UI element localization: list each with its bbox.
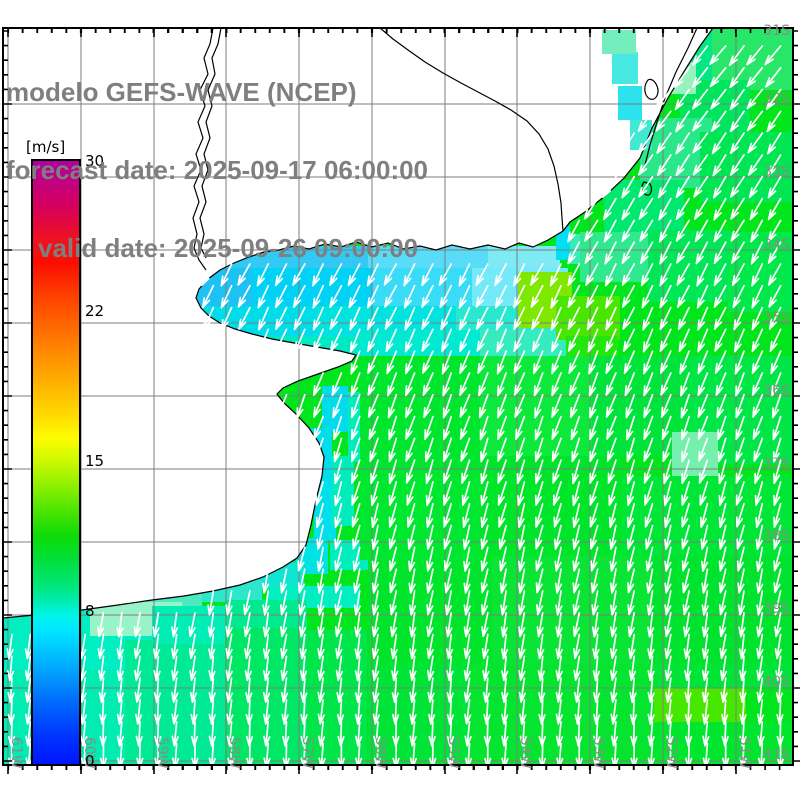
lat-label: 39S (763, 601, 790, 617)
sea-cell (196, 580, 262, 602)
lat-label: 33S (763, 164, 790, 180)
graticule (3, 28, 793, 765)
map-title: modelo GEFS-WAVE (NCEP) forecast date: 2… (6, 27, 428, 313)
lon-label: 58W (226, 737, 242, 769)
arrow-field (6, 45, 785, 765)
sea-cell (368, 246, 488, 268)
lagoon-cells (602, 30, 652, 150)
sea-cell (308, 428, 332, 486)
country-border (379, 28, 564, 232)
colorbar: [m/s] 30 22 15 8 0 (26, 138, 104, 770)
title-valid-line: valid date: 2025-09-26 09:00:00 (38, 233, 419, 263)
direction-arrows (6, 45, 785, 765)
lon-label: 56W (372, 737, 388, 769)
colorbar-tick-label: 8 (85, 602, 95, 620)
colorbar-tick-label: 0 (85, 752, 95, 770)
lon-labels: 61W 60W 59W 58W 57W 56W 55W 54W 53W 52W 51W (8, 737, 752, 769)
colorbar-tick-label: 30 (85, 152, 104, 170)
colorbar-tick-label: 22 (85, 302, 104, 320)
sea-cell (488, 246, 560, 268)
lat-label: 35S (763, 310, 790, 326)
colorbar-tick-label: 15 (85, 452, 104, 470)
lat-labels: 31S 32S 33S 34S 35S 36S 37S 38S 39S 40S 41S (763, 23, 790, 763)
lon-label: 59W (154, 737, 170, 769)
lat-label: 31S (763, 23, 790, 39)
lat-label: 40S (763, 674, 790, 690)
title-forecast-line: forecast date: 2025-09-17 06:00:00 (6, 155, 429, 185)
lon-label: 52W (663, 737, 679, 769)
colorbar-unit: [m/s] (26, 138, 65, 156)
lon-label: 61W (8, 737, 24, 769)
lon-label: 53W (590, 737, 606, 769)
lon-label: 60W (81, 737, 97, 769)
lon-label: 54W (517, 737, 533, 769)
lagoon-cell (618, 86, 642, 120)
uruguay-river-west-bank (192, 28, 214, 271)
uruguay-river-east-bank (199, 28, 222, 259)
sea-cell (322, 386, 348, 432)
sea-cell (480, 456, 622, 556)
lat-label: 37S (763, 456, 790, 472)
lat-label: 41S (763, 747, 790, 763)
sea-cell (556, 226, 570, 260)
lat-label: 38S (763, 528, 790, 544)
sea-cell (332, 456, 354, 526)
sea-cell (360, 468, 480, 560)
colorbar-gradient (31, 159, 81, 766)
title-model-line: modelo GEFS-WAVE (NCEP) (6, 77, 357, 107)
lagoon-outline (644, 78, 659, 100)
tick-marks (3, 28, 800, 774)
lon-label: 55W (445, 737, 461, 769)
lon-label: 51W (736, 737, 752, 769)
coastline (3, 28, 714, 619)
sea-cell (252, 268, 372, 306)
lat-label: 36S (763, 383, 790, 399)
lat-label: 34S (763, 237, 790, 253)
lagoon-cell (602, 30, 636, 54)
lat-label: 32S (763, 91, 790, 107)
lon-label: 57W (299, 737, 315, 769)
lagoon-cell (612, 52, 638, 84)
sea-cell (314, 484, 336, 540)
